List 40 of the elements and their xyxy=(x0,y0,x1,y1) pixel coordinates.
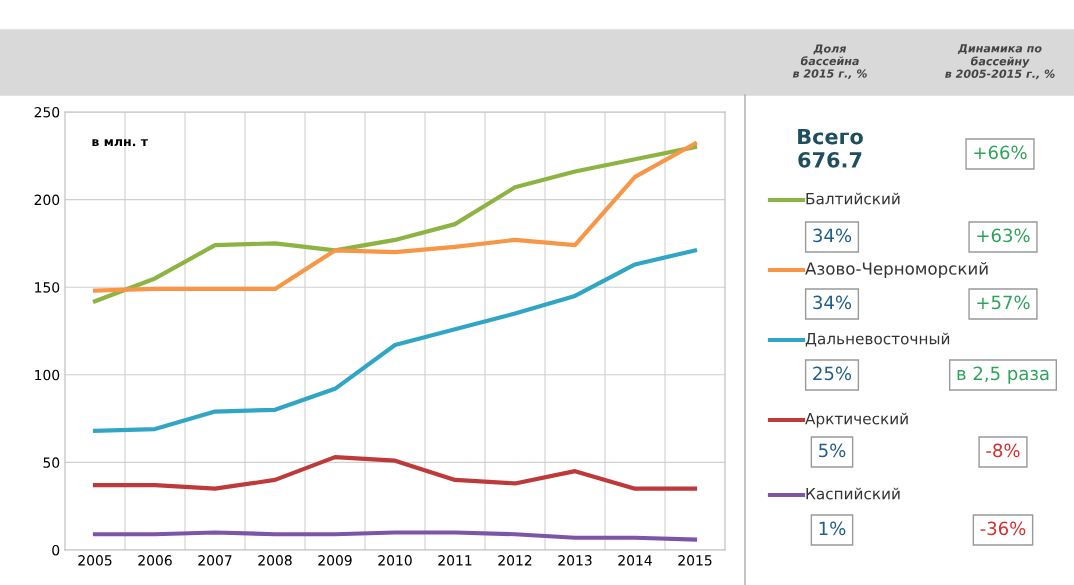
legend-label: Дальневосточный xyxy=(805,332,950,347)
text: Доля бассейна в 2015 г., % xyxy=(792,44,867,80)
text: 1% xyxy=(819,521,846,536)
line-series xyxy=(92,248,698,433)
x-tick-label: 2014 xyxy=(618,555,652,566)
legend-label: Азово-Черноморский xyxy=(805,262,988,279)
x-tick-label: 2009 xyxy=(318,555,352,566)
annotation: в млн. т xyxy=(92,139,148,147)
text: -8% xyxy=(986,443,1020,458)
text: 34% xyxy=(813,295,852,310)
y-tick-label: 100 xyxy=(35,369,60,381)
y-tick-label: 150 xyxy=(35,282,60,293)
x-tick-label: 2008 xyxy=(258,555,292,566)
legend-label: Арктический xyxy=(805,412,908,428)
line-series xyxy=(92,455,698,491)
x-tick-label: 2005 xyxy=(78,555,112,566)
x-tick-label: 2012 xyxy=(498,555,532,566)
text: 25% xyxy=(813,366,852,381)
text: Динамика по бассейну в 2005-2015 г., % xyxy=(945,44,1055,80)
x-tick-label: 2006 xyxy=(138,555,172,566)
x-tick-label: 2011 xyxy=(438,555,472,566)
text: Всего 676.7 xyxy=(798,128,863,168)
text: 5% xyxy=(819,443,846,458)
y-tick-label: 50 xyxy=(43,457,60,468)
text: -36% xyxy=(980,521,1026,536)
text: в 2,5 раза xyxy=(957,366,1049,384)
text: 34% xyxy=(813,228,852,243)
y-tick-label: 250 xyxy=(34,106,60,118)
text: +63% xyxy=(977,228,1030,243)
text: +66% xyxy=(974,145,1027,160)
x-tick-label: 2015 xyxy=(678,555,712,566)
x-tick-label: 2007 xyxy=(198,555,232,566)
y-tick-label: 0 xyxy=(52,544,60,556)
legend-label: Каспийский xyxy=(806,487,900,500)
legend-label: Балтийский xyxy=(806,192,900,205)
line-series xyxy=(92,530,698,542)
x-tick-label: 2010 xyxy=(378,555,412,566)
y-tick-label: 200 xyxy=(34,194,60,206)
x-tick-label: 2013 xyxy=(558,555,592,566)
text: +57% xyxy=(977,295,1030,310)
